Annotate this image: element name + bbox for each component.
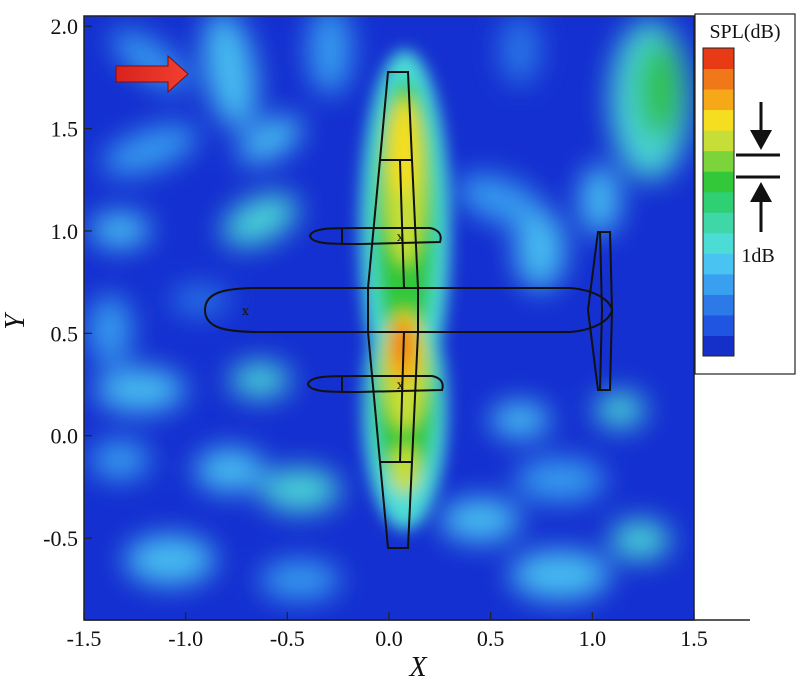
x-tick-label: -0.5 xyxy=(270,626,305,651)
svg-text:x: x xyxy=(397,378,404,392)
colorbar-swatch xyxy=(703,68,734,90)
y-tick-label: 0.5 xyxy=(51,321,79,346)
colorbar-swatch xyxy=(703,294,734,316)
y-tick-label: 0.0 xyxy=(51,424,79,449)
colorbar-swatch xyxy=(703,253,734,275)
colorbar-legend: SPL(dB) 1dB xyxy=(694,13,796,375)
step-indicator xyxy=(736,102,780,232)
colorbar-frame xyxy=(702,47,735,357)
colorbar-title: SPL(dB) xyxy=(709,21,780,43)
colorbar-swatch xyxy=(703,232,734,254)
aircraft-outline: x x x xyxy=(203,71,614,549)
y-axis-title: Y xyxy=(0,311,31,330)
y-tick-label: 1.5 xyxy=(51,117,79,142)
colorbar-step-label: 1dB xyxy=(741,245,774,267)
colorbar-swatch xyxy=(703,314,734,336)
y-tick-label: 1.0 xyxy=(51,219,79,244)
x-axis-title: X xyxy=(408,652,427,683)
x-tick-label: -1.5 xyxy=(67,626,102,651)
svg-text:x: x xyxy=(242,304,249,318)
x-tick-label: -1.0 xyxy=(168,626,203,651)
y-tick-label: -0.5 xyxy=(43,526,78,551)
colorbar-swatch xyxy=(703,335,734,357)
x-tick-label: 0.5 xyxy=(477,626,505,651)
x-axis-ticks: -1.5 -1.0 -0.5 0.0 0.5 1.0 1.5 xyxy=(67,612,708,651)
x-tick-label: 0.0 xyxy=(375,626,403,651)
colorbar-swatch xyxy=(703,171,734,193)
flow-direction-arrow xyxy=(115,54,189,94)
colorbar-swatch xyxy=(703,130,734,152)
colorbar-swatch xyxy=(703,273,734,295)
colorbar-swatch xyxy=(703,109,734,131)
svg-text:x: x xyxy=(397,230,404,244)
y-tick-label: 2.0 xyxy=(51,14,79,39)
y-axis-ticks: 2.0 1.5 1.0 0.5 0.0 -0.5 xyxy=(43,14,92,551)
colorbar-swatch xyxy=(703,89,734,111)
colorbar-swatch xyxy=(703,150,734,172)
colorbar-swatches xyxy=(702,47,735,357)
colorbar-swatch xyxy=(703,212,734,234)
x-tick-label: 1.0 xyxy=(579,626,607,651)
x-tick-label: 1.5 xyxy=(680,626,708,651)
colorbar-swatch xyxy=(703,191,734,213)
colorbar-swatch xyxy=(703,48,734,70)
